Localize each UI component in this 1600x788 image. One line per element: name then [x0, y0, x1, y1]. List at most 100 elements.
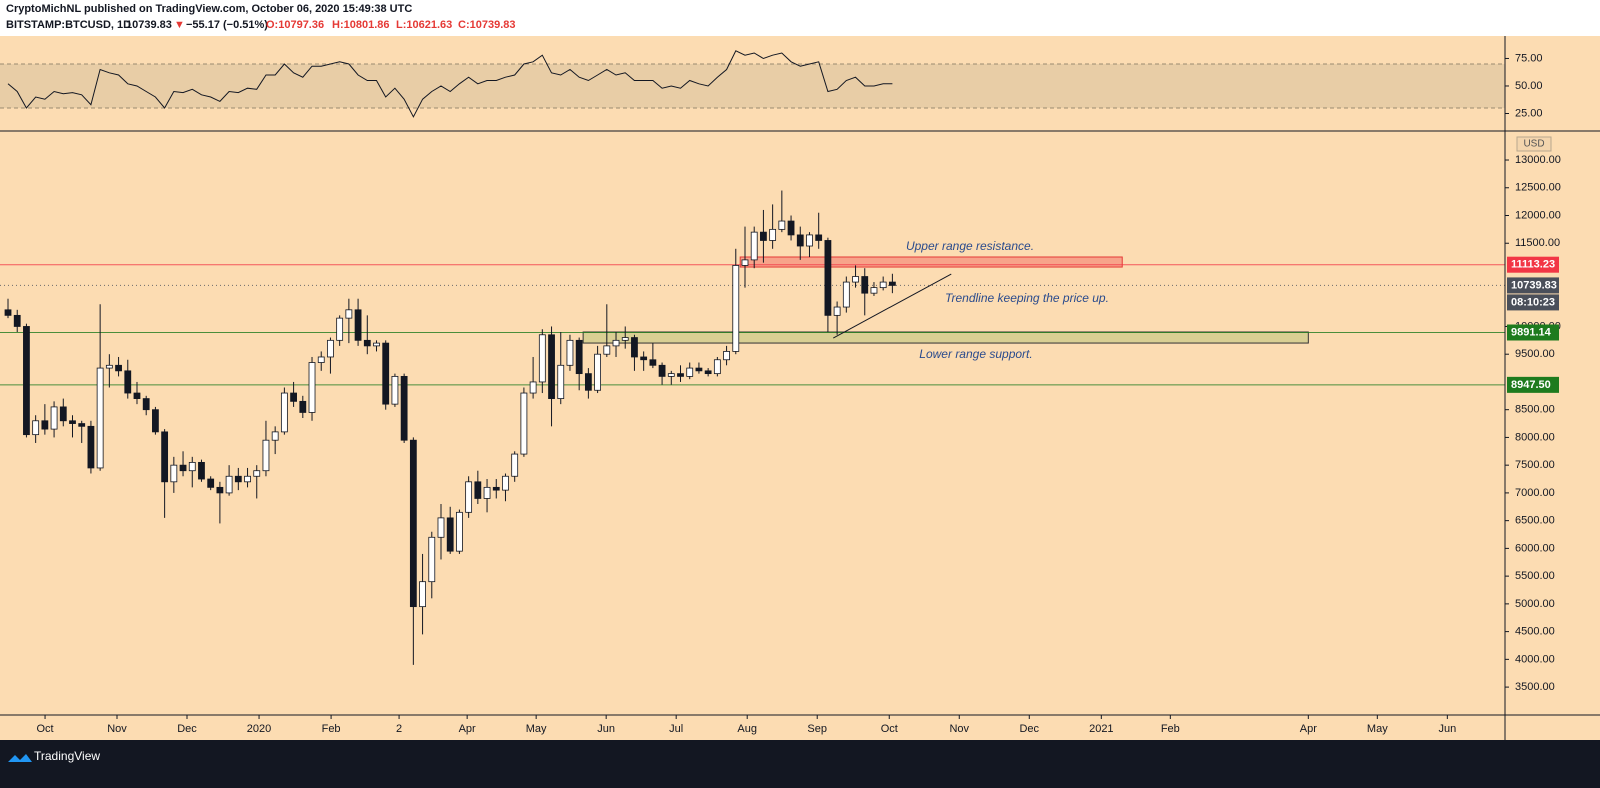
candle-body: [631, 337, 638, 358]
y-tick-label: 25.00: [1515, 107, 1543, 119]
candle-body: [446, 517, 454, 552]
candle-body: [824, 240, 832, 316]
y-tick-label: 3500.00: [1515, 681, 1555, 693]
candle-body: [290, 392, 297, 402]
unit-box: [1516, 136, 1552, 152]
y-tick-label: 9500.00: [1515, 348, 1555, 360]
candle-body: [548, 334, 555, 399]
candle-body: [833, 306, 841, 316]
change: −55.17 (−0.51%): [186, 19, 268, 31]
candle-body: [492, 486, 500, 491]
candle-body: [852, 276, 859, 283]
y-tick-label: 5500.00: [1515, 570, 1555, 582]
annotation: Upper range resistance.: [906, 239, 1034, 253]
candle-body: [345, 309, 353, 319]
y-tick-label: 6500.00: [1515, 515, 1555, 527]
candle-body: [96, 367, 104, 469]
x-tick-label: May: [1367, 723, 1388, 735]
candle-body: [262, 439, 270, 472]
y-tick-label: 8500.00: [1515, 404, 1555, 416]
candle-body: [704, 370, 712, 375]
candle-body: [354, 309, 362, 341]
candle-body: [557, 364, 565, 399]
candle-body: [317, 356, 325, 363]
candle-body: [465, 481, 473, 513]
countdown: 08:10:23: [1511, 296, 1555, 308]
candle-body: [419, 581, 426, 608]
x-tick-label: Jun: [597, 723, 615, 735]
x-tick-label: Dec: [177, 723, 197, 735]
author-line: CryptoMichNL published on TradingView.co…: [6, 3, 412, 15]
brand: TradingView: [34, 749, 100, 763]
x-tick-label: Sep: [807, 723, 827, 735]
candle-body: [621, 337, 629, 341]
y-tick-label: 11500.00: [1515, 237, 1560, 249]
x-tick-label: Jun: [1438, 723, 1456, 735]
candle-body: [59, 406, 67, 422]
candle-body: [732, 265, 740, 352]
candle-body: [428, 536, 436, 583]
candle-body: [391, 375, 399, 405]
y-tick-label: 13000.00: [1515, 154, 1561, 166]
candle-body: [244, 475, 251, 483]
y-tick-label: 12500.00: [1515, 182, 1561, 194]
candle-body: [713, 359, 721, 375]
y-tick-label: 8000.00: [1515, 431, 1555, 443]
level-label: 11113.23: [1511, 259, 1555, 271]
level-badge: [1507, 324, 1559, 341]
candle-body: [695, 367, 703, 372]
candle-body: [32, 420, 40, 436]
candle-body: [888, 281, 896, 286]
candle-body: [142, 398, 150, 411]
candle-body: [769, 228, 777, 241]
candle-body: [658, 364, 666, 377]
candle-body: [529, 381, 537, 394]
candle-body: [649, 359, 657, 366]
candle-body: [879, 281, 887, 289]
candle-body: [188, 461, 196, 472]
candle-body: [437, 517, 445, 538]
candle-body: [207, 478, 215, 488]
candle-body: [760, 231, 767, 241]
candle-body: [409, 439, 417, 608]
candle-body: [741, 259, 749, 266]
x-tick-label: Apr: [1300, 723, 1317, 735]
zone: [739, 256, 1123, 268]
candle-body: [198, 461, 205, 480]
x-tick-label: May: [526, 723, 547, 735]
x-tick-label: Feb: [1161, 723, 1180, 735]
level-label: 8947.50: [1511, 379, 1551, 391]
candle-body: [575, 339, 583, 375]
candle-body: [787, 220, 795, 236]
candle-body: [280, 392, 288, 433]
candle-body: [299, 400, 307, 413]
close: C:10739.83: [458, 19, 516, 31]
candle-body: [69, 420, 76, 424]
candle-body: [612, 339, 620, 347]
trendline: [833, 273, 952, 339]
candle-body: [4, 309, 12, 316]
candle-body: [50, 406, 58, 430]
x-tick-label: 2021: [1089, 723, 1113, 735]
candle-body: [336, 317, 344, 341]
candle-body: [778, 220, 786, 230]
y-tick-label: 7000.00: [1515, 487, 1555, 499]
annotation: Lower range support.: [919, 347, 1032, 361]
x-tick-label: Oct: [36, 723, 53, 735]
candle-body: [105, 364, 113, 369]
y-tick-label: 6000.00: [1515, 542, 1555, 554]
candle-body: [382, 342, 390, 405]
annotation: Trendline keeping the price up.: [945, 291, 1109, 305]
x-tick-label: Nov: [107, 723, 127, 735]
candle-body: [13, 314, 21, 327]
rsi-band: [0, 63, 1505, 108]
candle-body: [115, 364, 122, 372]
candle-body: [216, 486, 224, 494]
high: H:10801.86: [332, 19, 390, 31]
change-arrow: ▼: [174, 19, 185, 31]
candle-body: [152, 409, 159, 433]
level-badge: [1507, 277, 1559, 294]
candle-body: [161, 431, 169, 483]
